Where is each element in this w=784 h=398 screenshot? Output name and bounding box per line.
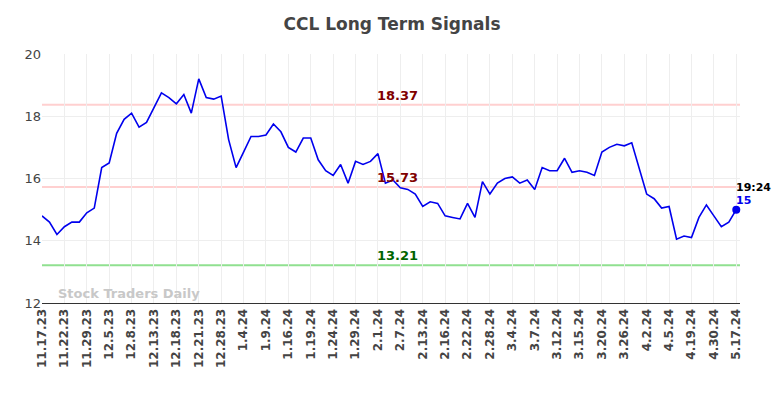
svg-text:5.17.24: 5.17.24 <box>729 309 743 360</box>
svg-text:20: 20 <box>24 47 41 62</box>
svg-text:1.29.24: 1.29.24 <box>348 309 362 360</box>
svg-text:2.1.24: 2.1.24 <box>371 309 385 352</box>
svg-text:12.5.23: 12.5.23 <box>102 309 116 360</box>
svg-text:4.2.24: 4.2.24 <box>640 309 654 352</box>
svg-text:3.26.24: 3.26.24 <box>617 309 631 360</box>
svg-text:2.7.24: 2.7.24 <box>393 309 407 352</box>
svg-text:1.16.24: 1.16.24 <box>281 309 295 360</box>
svg-text:3.12.24: 3.12.24 <box>550 309 564 360</box>
svg-text:2.16.24: 2.16.24 <box>438 309 452 360</box>
svg-text:CCL Long Term Signals: CCL Long Term Signals <box>283 14 500 34</box>
svg-text:3.15.24: 3.15.24 <box>572 309 586 360</box>
svg-text:14: 14 <box>24 233 41 248</box>
svg-text:11.22.23: 11.22.23 <box>57 309 71 368</box>
svg-text:18: 18 <box>24 109 41 124</box>
svg-text:4.19.24: 4.19.24 <box>684 309 698 360</box>
svg-text:15: 15 <box>736 194 751 207</box>
svg-text:4.5.24: 4.5.24 <box>662 309 676 352</box>
svg-text:1.19.24: 1.19.24 <box>304 309 318 360</box>
svg-text:16: 16 <box>24 171 41 186</box>
svg-text:12.28.23: 12.28.23 <box>214 309 228 368</box>
svg-text:13.21: 13.21 <box>377 248 418 263</box>
svg-text:1.4.24: 1.4.24 <box>236 309 250 352</box>
svg-text:2.28.24: 2.28.24 <box>483 309 497 360</box>
svg-text:2.22.24: 2.22.24 <box>460 309 474 360</box>
svg-text:12.18.23: 12.18.23 <box>169 309 183 368</box>
svg-text:12.8.23: 12.8.23 <box>124 309 138 360</box>
svg-text:12.13.23: 12.13.23 <box>147 309 161 368</box>
svg-text:15.73: 15.73 <box>377 170 418 185</box>
svg-text:18.37: 18.37 <box>377 88 418 103</box>
svg-text:Stock Traders Daily: Stock Traders Daily <box>58 286 200 301</box>
svg-text:3.4.24: 3.4.24 <box>505 309 519 352</box>
svg-text:11.29.23: 11.29.23 <box>80 309 94 368</box>
svg-text:12.21.23: 12.21.23 <box>192 309 206 368</box>
svg-text:11.17.23: 11.17.23 <box>35 309 49 368</box>
svg-text:3.20.24: 3.20.24 <box>595 309 609 360</box>
svg-text:4.30.24: 4.30.24 <box>707 309 721 360</box>
svg-text:12: 12 <box>24 296 41 311</box>
svg-text:3.7.24: 3.7.24 <box>528 309 542 352</box>
svg-text:19:24: 19:24 <box>736 181 771 194</box>
svg-text:2.13.24: 2.13.24 <box>416 309 430 360</box>
svg-text:1.24.24: 1.24.24 <box>326 309 340 360</box>
svg-text:1.9.24: 1.9.24 <box>259 309 273 352</box>
